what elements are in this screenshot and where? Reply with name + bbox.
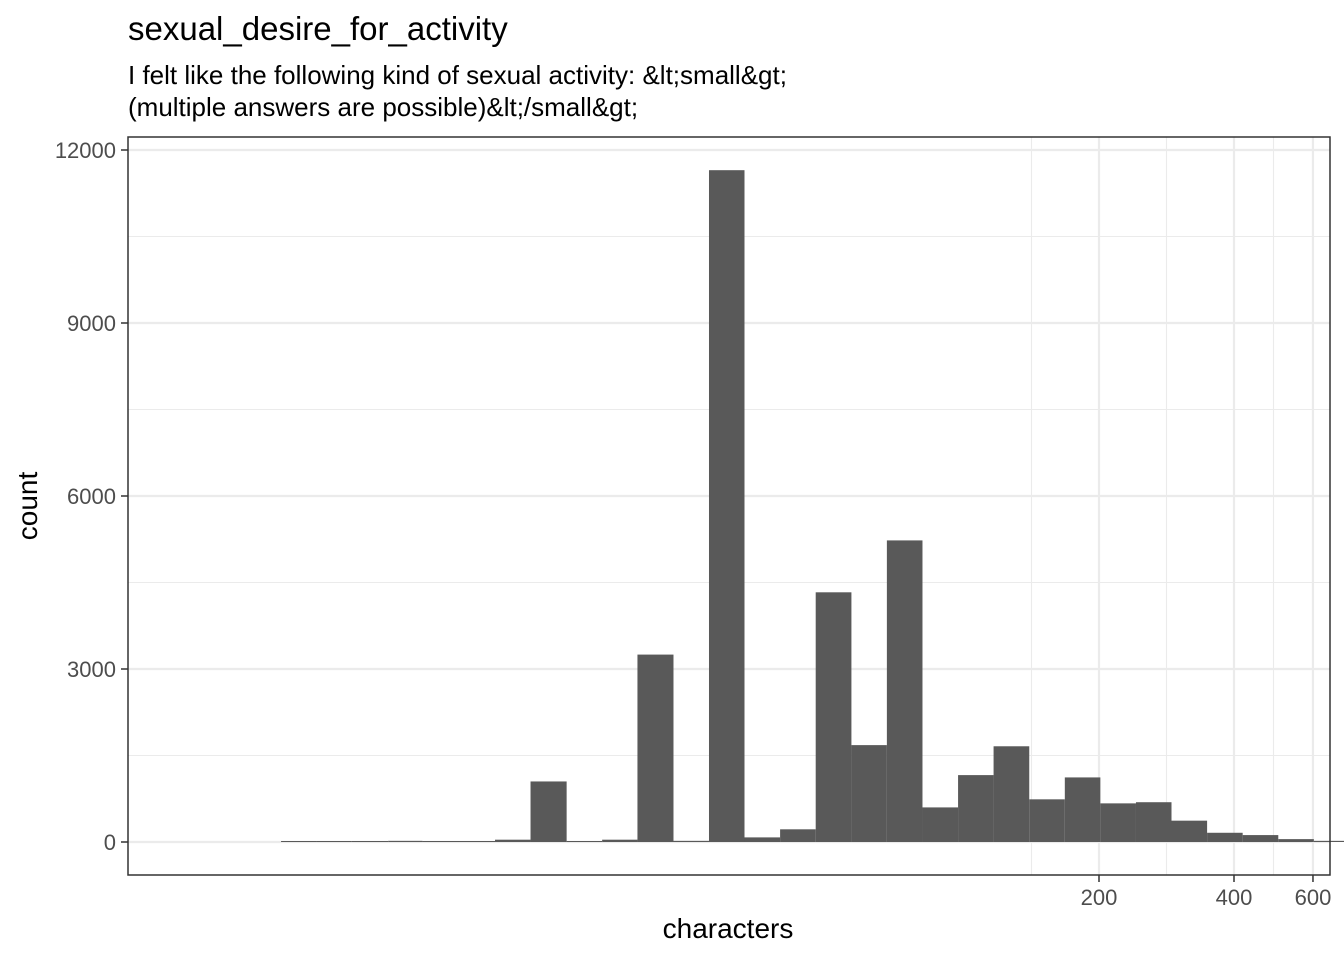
histogram-bar xyxy=(566,841,603,842)
x-tick-label: 600 xyxy=(1295,885,1332,910)
histogram-bar xyxy=(958,775,994,842)
histogram-bar xyxy=(1313,840,1344,842)
histogram-bar xyxy=(281,841,317,842)
histogram-bar xyxy=(459,841,496,842)
histogram-bar xyxy=(388,840,423,842)
histogram-bar xyxy=(851,745,887,842)
y-axis-title: count xyxy=(12,472,43,541)
x-tick-label: 400 xyxy=(1216,885,1253,910)
histogram-bar xyxy=(1064,777,1101,842)
chart-subtitle: I felt like the following kind of sexual… xyxy=(128,59,787,123)
histogram-bar xyxy=(351,841,389,842)
histogram-bar xyxy=(422,841,460,842)
histogram-bar xyxy=(886,540,923,842)
histogram-bar xyxy=(922,807,959,842)
y-tick-label: 0 xyxy=(104,830,116,855)
histogram-bar xyxy=(1278,839,1314,842)
histogram-bar xyxy=(744,837,781,842)
histogram-bar xyxy=(1135,802,1172,842)
histogram-bar xyxy=(815,592,852,842)
plot-border xyxy=(127,136,1331,876)
x-axis: 200 400 600 xyxy=(1081,875,1332,910)
histogram-bar xyxy=(1242,835,1279,842)
y-tick-label: 9000 xyxy=(67,311,116,336)
subtitle-line-1: I felt like the following kind of sexual… xyxy=(128,60,787,90)
histogram-bar xyxy=(993,746,1030,842)
bars xyxy=(281,170,1344,842)
histogram-bar xyxy=(495,839,531,842)
histogram-bar xyxy=(708,170,745,842)
y-tick-label: 12000 xyxy=(55,138,116,163)
y-tick-label: 6000 xyxy=(67,484,116,509)
y-tick-label: 3000 xyxy=(67,657,116,682)
histogram-bar xyxy=(780,829,816,842)
histogram-bar xyxy=(673,840,709,842)
subtitle-line-2: (multiple answers are possible)&lt;/smal… xyxy=(128,92,639,122)
chart-title: sexual_desire_for_activity xyxy=(128,10,508,47)
histogram-bar xyxy=(530,781,567,842)
x-axis-title: characters xyxy=(663,913,794,944)
histogram-bar xyxy=(1171,820,1208,842)
histogram-bar xyxy=(1029,799,1065,842)
histogram-bar xyxy=(1207,832,1243,842)
y-axis: 0 3000 6000 9000 12000 xyxy=(55,138,128,855)
histogram-bar xyxy=(637,654,674,842)
histogram-bar xyxy=(1100,803,1136,842)
histogram-bar xyxy=(316,841,352,842)
x-tick-label: 200 xyxy=(1081,885,1118,910)
histogram-bar xyxy=(602,839,638,842)
